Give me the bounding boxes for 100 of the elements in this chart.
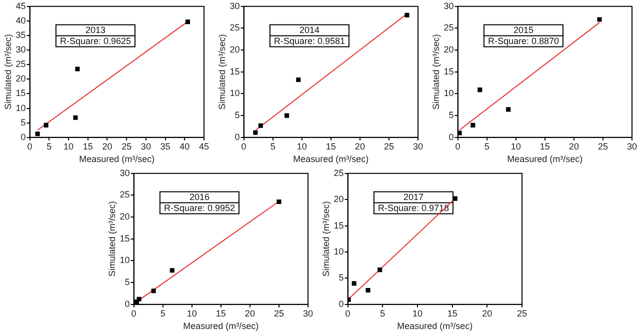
y-tick-label: 35 bbox=[16, 30, 26, 40]
annotation: R-Square: 0.9581 bbox=[274, 36, 345, 46]
point bbox=[44, 122, 48, 128]
x-tick-label: 5 bbox=[380, 308, 386, 318]
x-tick-label: 0 bbox=[455, 141, 460, 152]
x-tick-label: 25 bbox=[598, 141, 608, 152]
y-axis-title: Simulated (m³/sec) bbox=[106, 201, 117, 277]
y-tick-label: 15 bbox=[16, 88, 26, 98]
y-tick-label: 25 bbox=[230, 22, 240, 33]
x-tick-label: 10 bbox=[510, 141, 521, 152]
x-tick-label: 30 bbox=[412, 141, 424, 152]
y-tick-label: 25 bbox=[334, 168, 344, 178]
y-tick-label: 40 bbox=[16, 15, 26, 26]
y-tick-label: 25 bbox=[120, 190, 130, 200]
y-tick-label: 15 bbox=[230, 66, 240, 76]
annotation: 2017 bbox=[403, 192, 424, 202]
point bbox=[597, 17, 602, 22]
point bbox=[73, 115, 78, 120]
y-tick-label: 30 bbox=[230, 0, 240, 11]
annotation: R-Square: 0.9625 bbox=[60, 36, 131, 46]
x-axis-title: Measured (m³/sec) bbox=[293, 154, 369, 164]
x-tick-label: 30 bbox=[140, 141, 151, 152]
y-tick-label: 0 bbox=[234, 132, 240, 142]
x-tick-label: 30 bbox=[626, 141, 638, 152]
y-axis-title: Simulated (m³/sec) bbox=[216, 34, 227, 110]
x-tick-label: 20 bbox=[244, 308, 255, 318]
x-axis-title: Measured (m³/sec) bbox=[507, 154, 583, 164]
y-axis-title: Simulated (m³/sec) bbox=[320, 201, 331, 277]
point bbox=[366, 288, 370, 293]
x-tick-label: 0 bbox=[131, 308, 136, 318]
x-tick-label: 15 bbox=[326, 141, 336, 152]
x-tick-label: 15 bbox=[216, 308, 226, 318]
annotation: R-Square: 0.9952 bbox=[164, 203, 235, 214]
y-tick-label: 20 bbox=[444, 44, 454, 55]
y-tick-label: 20 bbox=[16, 74, 26, 84]
y-tick-label: 10 bbox=[120, 255, 130, 266]
x-axis-title: Measured (m³/sec) bbox=[183, 321, 259, 332]
x-tick-label: 25 bbox=[274, 308, 284, 318]
point bbox=[35, 132, 40, 136]
y-tick-label: 15 bbox=[120, 233, 130, 244]
x-tick-label: 0 bbox=[345, 308, 350, 318]
point bbox=[253, 130, 258, 135]
y-tick-label: 0 bbox=[448, 132, 454, 142]
y-tick-label: 30 bbox=[16, 44, 26, 55]
x-tick-label: 25 bbox=[384, 141, 394, 152]
y-tick-label: 25 bbox=[444, 22, 454, 33]
x-tick-label: 10 bbox=[412, 308, 422, 318]
x-tick-label: 35 bbox=[160, 141, 170, 152]
point bbox=[404, 12, 410, 18]
x-tick-label: 20 bbox=[102, 141, 112, 152]
y-tick-label: 0 bbox=[124, 298, 130, 309]
x-tick-label: 45 bbox=[198, 141, 210, 152]
annotation: 2015 bbox=[513, 25, 534, 36]
point bbox=[506, 107, 511, 112]
y-tick-label: 5 bbox=[20, 117, 26, 128]
x-tick-label: 0 bbox=[27, 141, 32, 152]
x-tick-label: 30 bbox=[302, 308, 314, 318]
y-tick-label: 5 bbox=[338, 272, 344, 283]
annotation: 2014 bbox=[299, 25, 320, 36]
y-tick-label: 0 bbox=[338, 298, 344, 309]
annotation: R-Square: 0.8870 bbox=[488, 36, 559, 46]
x-tick-label: 20 bbox=[568, 141, 579, 152]
y-tick-label: 10 bbox=[334, 246, 344, 256]
y-tick-label: 30 bbox=[120, 168, 130, 178]
point bbox=[478, 88, 482, 92]
y-axis-title: Simulated (m³/sec) bbox=[2, 34, 13, 110]
y-tick-label: 5 bbox=[124, 277, 130, 288]
y-tick-label: 10 bbox=[444, 88, 454, 98]
x-tick-label: 10 bbox=[186, 308, 197, 318]
x-tick-label: 20 bbox=[354, 141, 365, 152]
x-tick-label: 5 bbox=[484, 141, 490, 152]
point bbox=[352, 281, 356, 286]
point bbox=[151, 288, 156, 294]
x-tick-label: 25 bbox=[516, 308, 528, 318]
point bbox=[136, 296, 142, 302]
annotation: 2016 bbox=[189, 192, 210, 202]
point bbox=[276, 200, 282, 204]
x-tick-label: 10 bbox=[296, 141, 307, 152]
y-tick-label: 5 bbox=[234, 110, 240, 120]
point bbox=[75, 66, 80, 72]
point bbox=[378, 268, 382, 272]
y-tick-label: 20 bbox=[230, 44, 240, 55]
y-tick-label: 10 bbox=[16, 102, 26, 113]
x-tick-label: 15 bbox=[82, 141, 93, 152]
x-tick-label: 40 bbox=[180, 141, 190, 152]
x-tick-label: 10 bbox=[64, 141, 74, 152]
y-tick-label: 30 bbox=[444, 0, 454, 11]
y-axis-title: Simulated (m³/sec) bbox=[430, 34, 441, 110]
x-axis-title: Measured (m³/sec) bbox=[79, 154, 155, 164]
x-tick-label: 5 bbox=[270, 141, 276, 152]
point bbox=[296, 77, 301, 82]
point bbox=[284, 113, 290, 118]
y-tick-label: 25 bbox=[16, 59, 26, 70]
point bbox=[258, 123, 263, 128]
x-tick-label: 0 bbox=[241, 141, 246, 152]
x-tick-label: 5 bbox=[160, 308, 166, 318]
x-tick-label: 5 bbox=[46, 141, 52, 152]
y-tick-label: 15 bbox=[444, 66, 454, 76]
y-tick-label: 0 bbox=[20, 132, 26, 142]
y-tick-label: 10 bbox=[230, 88, 240, 98]
